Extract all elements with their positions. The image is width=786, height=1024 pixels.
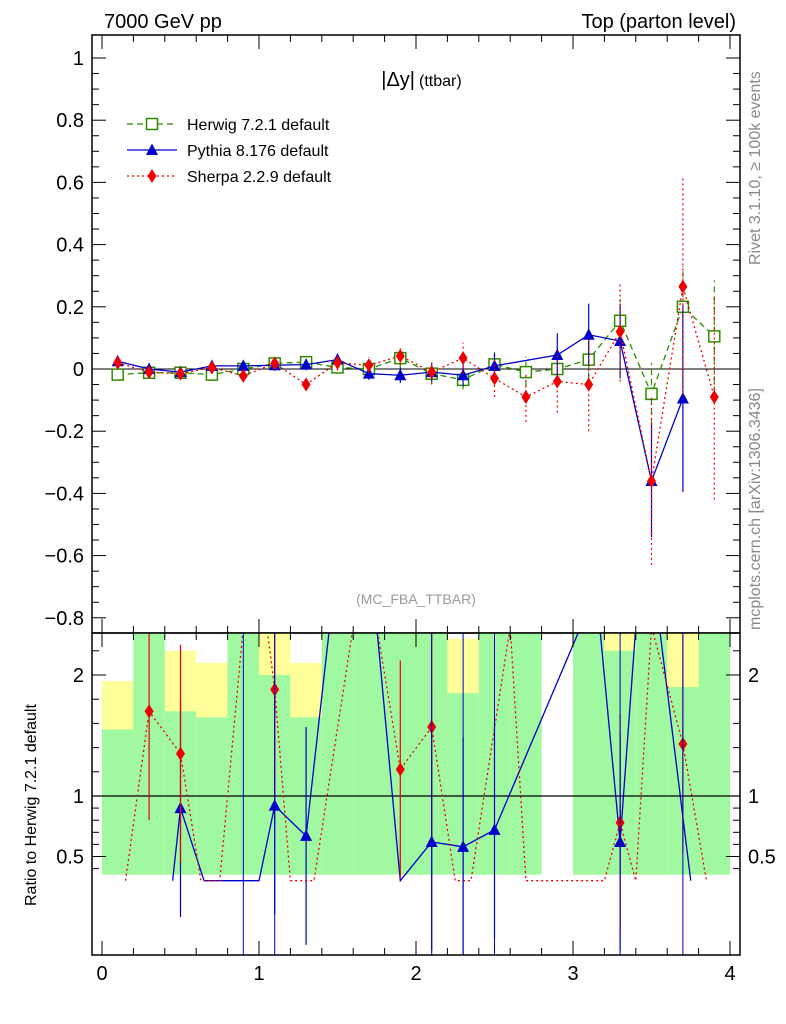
legend-label: Herwig 7.2.1 default [187, 117, 330, 134]
data-point [457, 368, 470, 381]
data-point [113, 355, 123, 370]
data-point [458, 351, 468, 366]
mcplots-label: mcplots.cern.ch [arXiv:1306.3436] [747, 388, 764, 630]
data-point [615, 324, 625, 339]
plot-title-sub: (ttbar) [419, 73, 462, 90]
data-point [552, 374, 562, 389]
data-point [301, 377, 311, 392]
ratio-green-band [698, 633, 730, 875]
main-y-tick-label: −0.8 [45, 608, 84, 630]
main-series-1 [111, 303, 689, 537]
ratio-green-band [353, 633, 385, 875]
legend-entry: Sherpa 2.2.9 default [127, 169, 332, 186]
data-point [207, 360, 217, 375]
ratio-green-band [102, 729, 134, 875]
ratio-data-point [300, 829, 313, 841]
main-y-tick-label: 0.6 [56, 172, 84, 194]
legend-label: Sherpa 2.2.9 default [187, 169, 332, 186]
main-y-tick-label: 0.8 [56, 110, 84, 132]
ratio-data-point [144, 704, 154, 719]
ratio-green-band [635, 633, 668, 875]
series-line [117, 286, 715, 482]
analysis-name-label: (MC_FBA_TTBAR) [356, 591, 476, 607]
legend-label: Pythia 8.176 default [187, 143, 329, 160]
ratio-y-tick-label-right: 2 [748, 665, 759, 687]
ratio-data-point [395, 762, 405, 777]
x-tick-label: 1 [253, 963, 264, 985]
data-point [519, 365, 533, 379]
legend: Herwig 7.2.1 default Pythia 8.176 default… [127, 117, 332, 186]
main-y-tick-label: −0.6 [45, 546, 84, 568]
data-point [676, 392, 689, 404]
data-point [111, 368, 124, 381]
main-y-tick-label: −0.2 [45, 421, 84, 443]
ratio-green-band [321, 633, 354, 875]
main-series-0 [111, 266, 721, 425]
legend-entry: Herwig 7.2.1 default [127, 117, 330, 134]
ratio-data-point [176, 746, 185, 761]
ratio-green-band [573, 633, 605, 875]
data-point [582, 328, 595, 340]
main-y-tick-label: 0.4 [56, 235, 84, 257]
data-point [237, 359, 250, 371]
series-line [117, 334, 684, 484]
main-series-2 [113, 177, 719, 565]
ratio-y-tick-label-right: 0.5 [748, 847, 776, 869]
data-point [238, 368, 248, 383]
series-line [117, 305, 715, 396]
main-y-tick-label: −0.4 [45, 483, 84, 505]
data-point [551, 348, 564, 361]
data-point [490, 371, 499, 386]
ratio-y-tick-label: 0.5 [56, 847, 84, 869]
data-point [427, 365, 437, 380]
data-point [678, 279, 688, 294]
data-point [144, 365, 154, 380]
x-tick-label: 0 [96, 963, 107, 985]
x-tick-label: 3 [567, 963, 578, 985]
ratio-y-tick-label: 2 [73, 665, 84, 687]
main-y-tick-label: 0.2 [56, 297, 84, 319]
ratio-y-tick-label: 1 [73, 786, 84, 808]
ratio-green-band [510, 633, 542, 875]
header-right-label: Top (parton level) [581, 11, 736, 33]
main-y-tick-label: 1 [73, 48, 84, 70]
ratio-series-line [124, 633, 708, 882]
main-y-tick-label: 0 [73, 359, 84, 381]
data-point [270, 356, 280, 371]
ratio-y-tick-label-right: 1 [748, 786, 759, 808]
data-point [364, 358, 374, 373]
legend-entry: Pythia 8.176 default [127, 143, 329, 160]
data-point [645, 387, 658, 401]
x-tick-label: 2 [410, 963, 421, 985]
main-plot-panel: 1 0.8 0.6 0.4 0.2 0 −0.2 −0.4 −0.6 −0.8 |Δy| (ttb… [45, 34, 741, 634]
ratio-plot-panel: 2 2 1 1 0.5 0.5 0 1 2 3 4 Ratio to Herwig 7.2.1 de… [23, 632, 776, 985]
data-point [300, 358, 313, 370]
plot-title-main: |Δy| [381, 69, 415, 91]
data-point [708, 330, 721, 343]
x-tick-label: 4 [724, 963, 735, 985]
data-point [394, 368, 407, 381]
rivet-version-label: Rivet 3.1.10, ≥ 100k events [747, 71, 764, 265]
data-point [584, 377, 594, 392]
legend-marker [145, 117, 159, 131]
data-point [709, 389, 719, 404]
data-point [333, 355, 342, 370]
data-point [176, 366, 185, 381]
data-point [521, 389, 531, 404]
legend-marker [147, 169, 157, 183]
ratio-y-axis-label: Ratio to Herwig 7.2.1 default [23, 704, 40, 906]
legend-marker [146, 143, 158, 155]
header-left-label: 7000 GeV pp [104, 11, 222, 33]
data-point [395, 348, 405, 363]
data-point [647, 473, 656, 488]
